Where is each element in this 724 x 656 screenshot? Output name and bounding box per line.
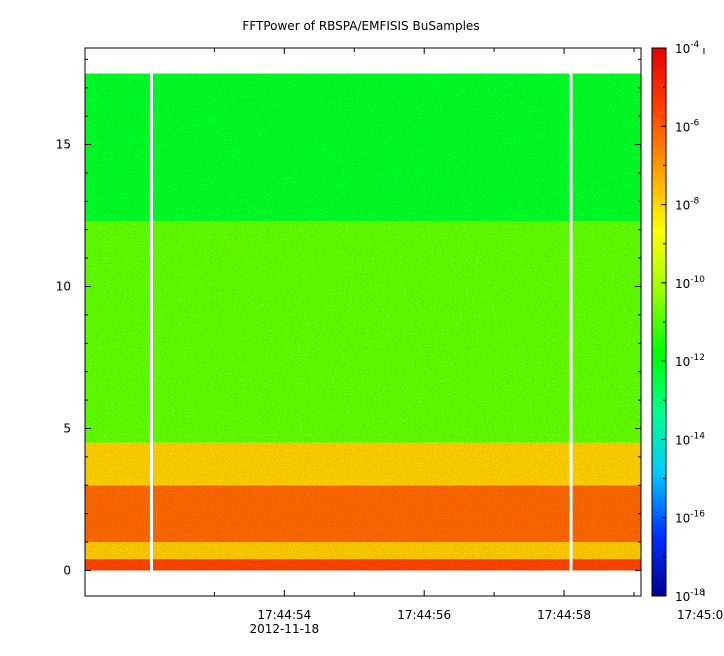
colorbar-tick-label: 10-8 bbox=[675, 197, 700, 213]
y-tick-label-15: 15 bbox=[56, 138, 71, 152]
spectrogram-speckle bbox=[85, 73, 641, 571]
y-tick-label-0: 0 bbox=[63, 563, 71, 577]
x-tick-label-3: 17:45:00 bbox=[677, 608, 724, 622]
x-tick-label-1: 17:44:56 bbox=[397, 608, 451, 622]
colorbar-tick-label: 10-14 bbox=[675, 431, 705, 447]
spectrogram-texture bbox=[85, 73, 641, 571]
x-tick-label-2: 17:44:58 bbox=[537, 608, 591, 622]
colorbar-tick-label: 10-12 bbox=[675, 353, 705, 369]
y-tick-label-5: 5 bbox=[63, 421, 71, 435]
colorbar-tick-label: 10-6 bbox=[675, 118, 700, 134]
plot-frame bbox=[84, 47, 642, 597]
chart-title: FFTPower of RBSPA/EMFISIS BuSamples bbox=[242, 19, 479, 33]
data-gap-0 bbox=[149, 73, 153, 571]
data-gap-1 bbox=[569, 73, 573, 571]
x-tick-sublabel-0: 2012-11-18 bbox=[249, 622, 319, 636]
colorbar-tick-label: 10-18 bbox=[675, 588, 705, 604]
colorbar-tick-label: 10-4 bbox=[675, 40, 700, 56]
colorbar: 10-4 10-6 10-8 10-10 10-12 10-14 10-16 10-18 bbox=[651, 40, 705, 604]
colorbar-tick-label: 10-10 bbox=[675, 275, 705, 291]
colorbar-tick-label: 10-16 bbox=[675, 510, 705, 526]
x-tick-label-0: 17:44:54 bbox=[257, 608, 311, 622]
y-tick-label-10: 10 bbox=[56, 280, 71, 294]
